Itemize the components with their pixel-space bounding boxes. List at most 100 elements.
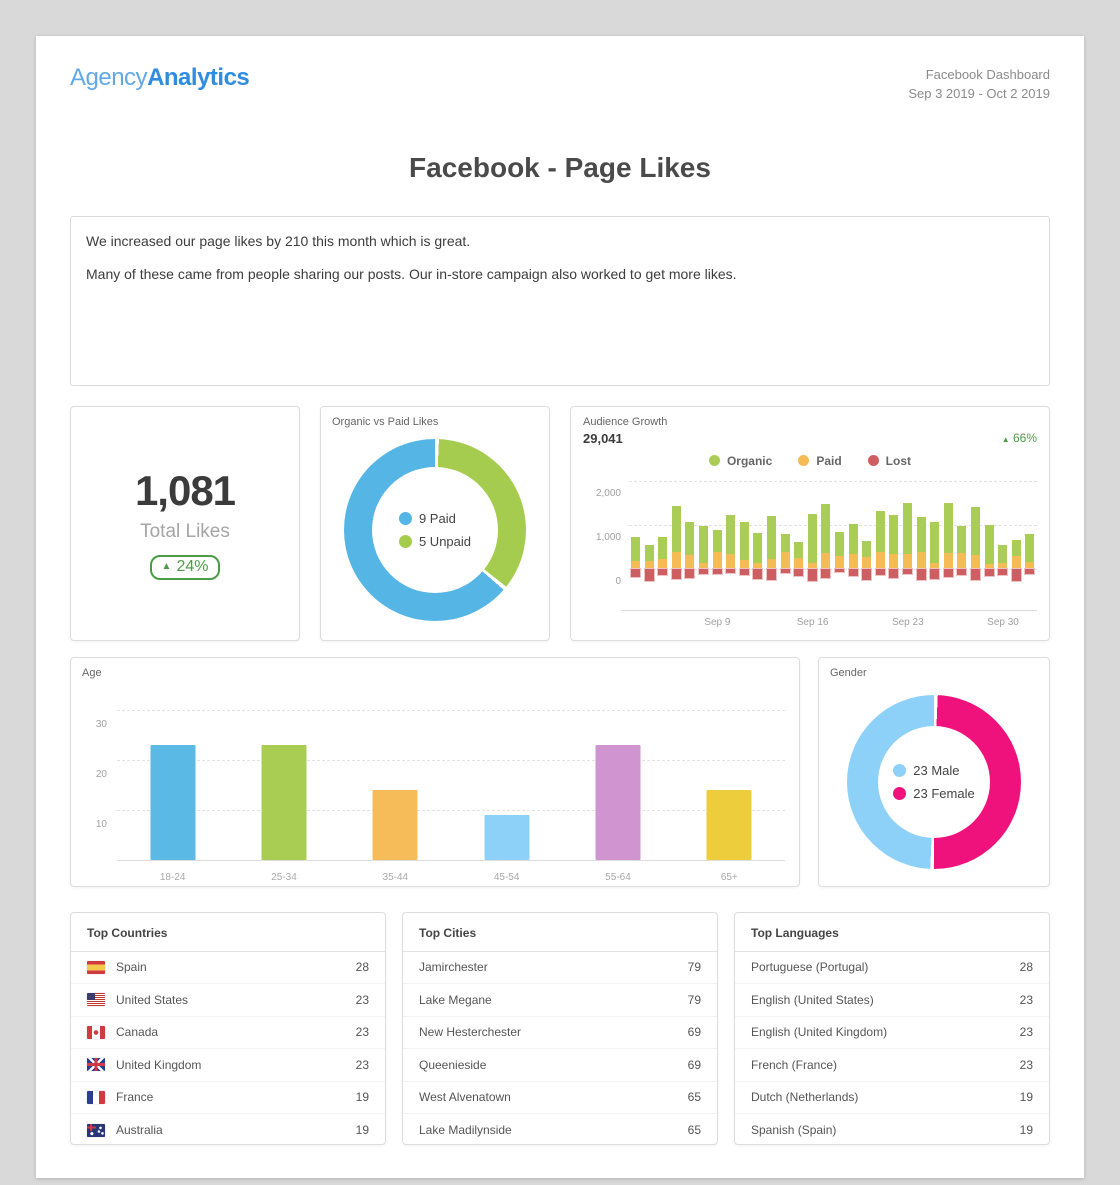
table-row: West Alvenatown 65: [403, 1082, 717, 1115]
legend-item: Lost: [867, 454, 911, 468]
paid-segment: [726, 553, 736, 569]
paid-segment: [862, 557, 872, 569]
table-row: New Hesterchester 69: [403, 1017, 717, 1050]
lost-segment: [766, 568, 776, 581]
organic-segment: [794, 542, 804, 558]
organic-segment: [739, 522, 749, 561]
demographics-row: Age 30 20 10 18-24 25-34 35-44 45-54 55-64 65+ …: [70, 656, 1050, 887]
stacked-bar: [699, 481, 708, 633]
ca-flag-icon: [87, 1025, 105, 1039]
row-label-group: Queenieside: [419, 1058, 486, 1072]
bar: [706, 789, 752, 860]
lost-segment: [957, 568, 967, 575]
paid-segment: [916, 551, 926, 569]
age-chart: 30 20 10 18-24 25-34 35-44 45-54 55-64 65+: [79, 685, 785, 885]
audience-growth-card: Audience Growth 29,041 ▲ 66% Organic Paid…: [570, 405, 1050, 641]
organic-segment: [671, 505, 681, 553]
gender-donut: 23 Male 23 Female: [847, 694, 1021, 869]
organic-segment: [889, 514, 899, 555]
row-value: 23: [355, 1025, 369, 1040]
bar: [595, 744, 641, 860]
gender-card: Gender 23 Male 23 Female: [818, 656, 1050, 887]
top-cities-table: Top Cities Jamirchester 79 Lake Megane 79 Ne…: [402, 911, 718, 1145]
legend-label: Paid: [816, 453, 842, 468]
paid-segment: [889, 554, 899, 569]
x-tick-label: 35-44: [382, 871, 409, 883]
gender-legend: 23 Male 23 Female: [893, 762, 975, 801]
lost-segment: [1025, 568, 1035, 575]
table-row: French (France) 23: [735, 1049, 1049, 1082]
paid-segment: [631, 561, 640, 569]
organic-segment: [943, 502, 953, 553]
legend-label: 23 Male: [913, 762, 960, 778]
total-likes-change: 24%: [176, 557, 209, 575]
row-value: 23: [1019, 1057, 1033, 1072]
row-label-group: France: [87, 1090, 153, 1104]
report-page: AgencyAnalytics Facebook Dashboard Sep 3…: [36, 36, 1084, 1178]
bar-column: 25-34: [228, 685, 339, 885]
paid-segment: [1025, 562, 1035, 569]
stacked-bar: [780, 481, 790, 633]
table-row: France 19: [71, 1082, 385, 1115]
x-tick-label: Sep 9: [704, 616, 731, 628]
gb-flag-icon: [87, 1058, 105, 1072]
comment-line-2: Many of these came from people sharing o…: [86, 265, 737, 282]
bar-column: 65+: [674, 685, 785, 885]
lost-segment: [685, 568, 695, 578]
organic-segment: [916, 516, 926, 552]
row-value: 79: [687, 960, 701, 975]
lost-segment: [780, 568, 790, 574]
lost-segment: [644, 568, 654, 582]
lost-segment: [807, 568, 817, 581]
fr-flag-icon: [87, 1090, 105, 1104]
organic-vs-paid-title: Organic vs Paid Likes: [332, 415, 439, 428]
organic-segment: [699, 526, 708, 564]
row-label-group: Lake Madilynside: [419, 1123, 512, 1137]
legend-dot-icon: [893, 763, 907, 777]
lost-segment: [699, 568, 708, 574]
paid-segment: [930, 563, 940, 569]
audience-growth-chart: 2,000 1,000 0 Sep 9 Sep 16 Sep 23 Sep 30: [583, 480, 1037, 633]
us-flag-icon: [87, 993, 105, 1007]
paid-segment: [753, 563, 763, 569]
lost-segment: [930, 568, 940, 579]
stacked-bar: [644, 481, 654, 633]
paid-segment: [766, 559, 776, 569]
lost-segment: [970, 568, 980, 581]
total-likes-value: 1,081: [134, 466, 236, 514]
organic-vs-paid-legend: 9 Paid 5 Unpaid: [398, 511, 471, 549]
agency-analytics-logo: AgencyAnalytics: [70, 64, 250, 92]
lost-segment: [821, 568, 831, 578]
x-tick-label: Sep 30: [987, 616, 1019, 628]
row-value: 65: [687, 1090, 701, 1105]
lost-segment: [998, 568, 1008, 575]
table-row: Spanish (Spain) 19: [735, 1114, 1049, 1147]
organic-segment: [930, 521, 940, 564]
paid-segment: [984, 564, 994, 569]
table-row: Canada 23: [71, 1017, 385, 1050]
row-label: Dutch (Netherlands): [751, 1090, 859, 1105]
age-plot: 18-24 25-34 35-44 45-54 55-64 65+: [117, 685, 785, 885]
paid-segment: [658, 558, 668, 569]
paid-segment: [970, 555, 980, 569]
paid-segment: [739, 560, 749, 569]
bar: [150, 744, 196, 860]
row-label-group: Lake Megane: [419, 993, 492, 1007]
stacked-bar: [875, 481, 885, 633]
stacked-bar: [766, 481, 776, 633]
stacked-bar: [1025, 481, 1035, 633]
comment-line-1: We increased our page likes by 210 this …: [86, 232, 471, 249]
paid-segment: [875, 552, 885, 569]
row-label: English (United States): [751, 992, 874, 1007]
paid-segment: [848, 554, 858, 569]
paid-segment: [943, 552, 953, 569]
row-label-group: Spain: [87, 960, 147, 974]
row-value: 23: [355, 992, 369, 1007]
row-value: 28: [1019, 960, 1033, 975]
row-label: Portuguese (Portugal): [751, 960, 869, 975]
stacked-bar: [848, 481, 858, 633]
bar-column: 35-44: [340, 685, 451, 885]
trend-up-icon: ▲: [1001, 435, 1010, 445]
stacked-bar: [1011, 481, 1021, 633]
stacked-bar: [957, 481, 967, 633]
